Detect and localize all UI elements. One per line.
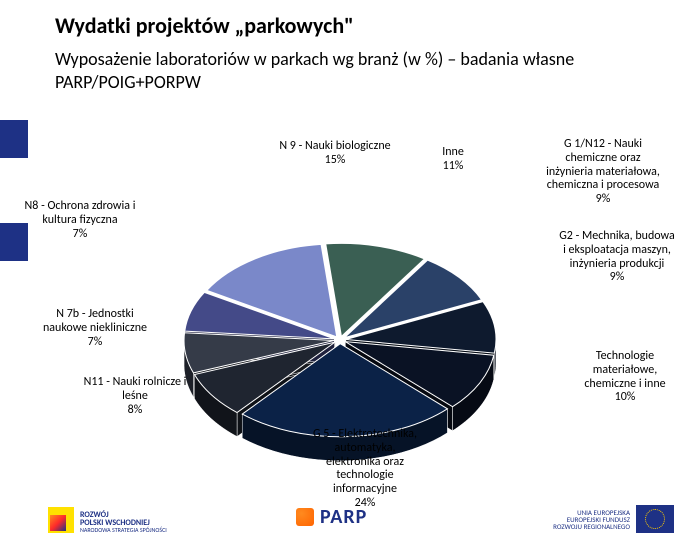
slide-title: Wydatki projektów „parkowych" [55, 12, 354, 39]
pie-label-g1n12: G 1/N12 - Naukichemiczne orazinżynieria … [528, 138, 678, 207]
pie-chart: G 5 - Elektrotechnika,automatyka,elektro… [90, 130, 520, 490]
pie-label-n8: N8 - Ochrona zdrowia ikultura fizyczna7% [5, 200, 155, 241]
slide-subtitle: Wyposażenie laboratoriów w parkach wg br… [55, 48, 655, 93]
pie-label-tech: Technologiemateriałowe,chemiczne i inne1… [550, 350, 700, 405]
slide: Wydatki projektów „parkowych" Wyposażeni… [0, 0, 700, 539]
eu-l3: ROZWOJU REGIONALNEGO [553, 523, 630, 530]
parp-icon [296, 508, 314, 526]
footer: ROZWÓJ POLSKI WSCHODNIEJ NARODOWA STRATE… [0, 489, 700, 539]
rozwoj-text: ROZWÓJ POLSKI WSCHODNIEJ NARODOWA STRATE… [80, 511, 167, 533]
rozwoj-l3: NARODOWA STRATEGIA SPÓJNOŚCI [80, 527, 167, 533]
polska-icon [48, 507, 74, 533]
pie-label-n7b: N 7b - Jednostkinaukowe niekliniczne7% [20, 308, 170, 349]
pie-label-inne: Inne11% [378, 146, 528, 174]
eu-flag-icon [636, 505, 674, 533]
footer-left-logo: ROZWÓJ POLSKI WSCHODNIEJ NARODOWA STRATE… [48, 507, 167, 533]
footer-eu-logo: UNIA EUROPEJSKA EUROPEJSKI FUNDUSZ ROZWO… [553, 505, 674, 533]
footer-parp-logo: PARP [296, 505, 367, 529]
parp-text: PARP [320, 505, 367, 529]
eu-text: UNIA EUROPEJSKA EUROPEJSKI FUNDUSZ ROZWO… [553, 509, 630, 530]
pie-label-n11: N11 - Nauki rolnicze ileśne8% [60, 376, 210, 417]
pie-label-g2: G2 - Mechnika, budowai eksploatacja masz… [542, 230, 692, 285]
